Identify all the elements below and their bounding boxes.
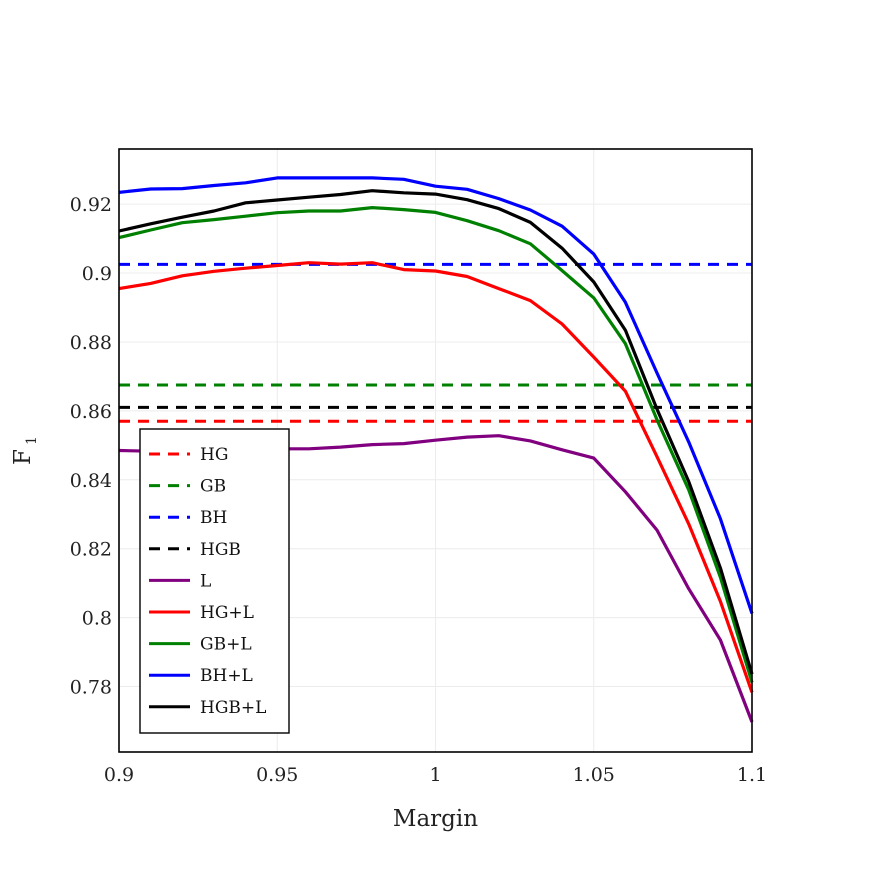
y-axis-title: F1 <box>10 436 40 465</box>
x-tick-label: 1.05 <box>573 764 615 786</box>
x-axis-title: Margin <box>393 806 478 832</box>
x-tick-label: 1.1 <box>737 764 767 786</box>
series-hgb-plus-l-line <box>118 189 754 675</box>
legend-label-l: L <box>200 571 211 591</box>
legend-label-hgb-plus-l: HGB+L <box>200 698 266 718</box>
series-hg-plus-l-line <box>118 261 754 693</box>
y-axis-title-subscript: 1 <box>24 436 40 445</box>
legend-label-bh-plus-l: BH+L <box>200 666 253 686</box>
y-tick-label: 0.78 <box>70 677 112 699</box>
x-tick-label: 1 <box>429 764 441 786</box>
legend-label-hg: HG <box>200 445 228 465</box>
legend-label-gb-plus-l: GB+L <box>200 635 252 655</box>
series-bh-plus-l-line <box>118 176 754 615</box>
x-axis-ticks: 0.9 0.95 1 1.05 1.1 <box>104 764 767 786</box>
y-tick-label: 0.86 <box>70 401 112 423</box>
y-tick-label: 0.84 <box>70 470 112 492</box>
x-tick-label: 0.95 <box>256 764 298 786</box>
x-tick-label: 0.9 <box>104 764 134 786</box>
series-gb-plus-l-line <box>118 206 754 683</box>
legend-label-hgb: HGB <box>200 540 241 560</box>
y-tick-label: 0.8 <box>82 608 112 630</box>
legend-label-hg-plus-l: HG+L <box>200 603 254 623</box>
y-axis-title-main: F <box>10 449 36 465</box>
plot-frame <box>118 148 753 753</box>
y-tick-label: 0.88 <box>70 332 112 354</box>
legend-label-bh: BH <box>200 508 227 528</box>
legend-label-gb: GB <box>200 477 226 497</box>
baseline-series <box>119 262 752 423</box>
y-axis-ticks: 0.78 0.8 0.82 0.84 0.86 0.88 0.9 0.92 <box>70 194 112 698</box>
y-tick-label: 0.9 <box>82 263 112 285</box>
y-tick-label: 0.82 <box>70 539 112 561</box>
y-tick-label: 0.92 <box>70 194 112 216</box>
legend: HG GB BH HGB L HG+L GB+L BH+L HGB+L <box>139 428 290 734</box>
